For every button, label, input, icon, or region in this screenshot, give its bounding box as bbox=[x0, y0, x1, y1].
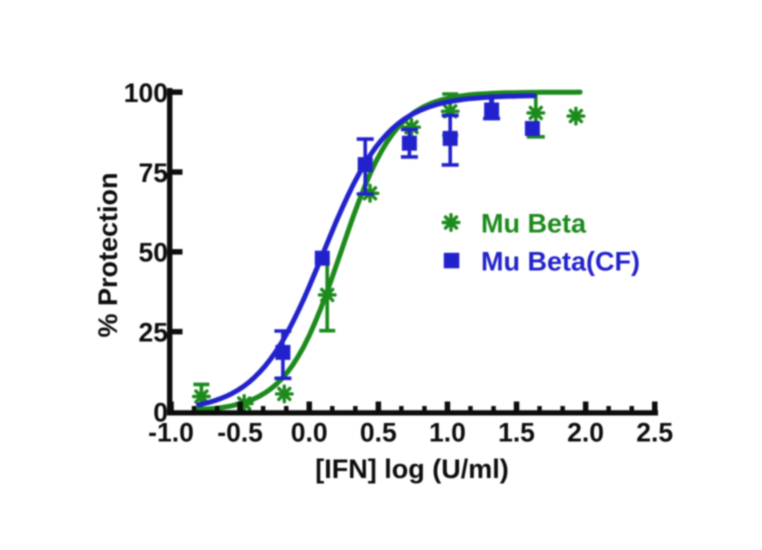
svg-text:Mu Beta: Mu Beta bbox=[481, 208, 587, 238]
svg-text:1.5: 1.5 bbox=[498, 418, 535, 448]
svg-text:2.0: 2.0 bbox=[567, 418, 604, 448]
svg-text:[IFN] log (U/ml): [IFN] log (U/ml) bbox=[315, 454, 508, 484]
svg-text:Mu Beta(CF): Mu Beta(CF) bbox=[481, 247, 640, 277]
svg-text:25: 25 bbox=[139, 317, 168, 347]
svg-text:-1.0: -1.0 bbox=[148, 418, 194, 448]
svg-text:1.0: 1.0 bbox=[429, 418, 466, 448]
svg-text:2.5: 2.5 bbox=[636, 418, 673, 448]
svg-text:-0.5: -0.5 bbox=[217, 418, 263, 448]
svg-text:50: 50 bbox=[139, 238, 168, 268]
svg-text:0: 0 bbox=[153, 397, 168, 427]
svg-text:0.5: 0.5 bbox=[360, 418, 397, 448]
svg-text:100: 100 bbox=[124, 78, 168, 108]
svg-text:75: 75 bbox=[139, 158, 168, 188]
svg-text:0.0: 0.0 bbox=[291, 418, 328, 448]
svg-text:% Protection: % Protection bbox=[93, 172, 123, 337]
